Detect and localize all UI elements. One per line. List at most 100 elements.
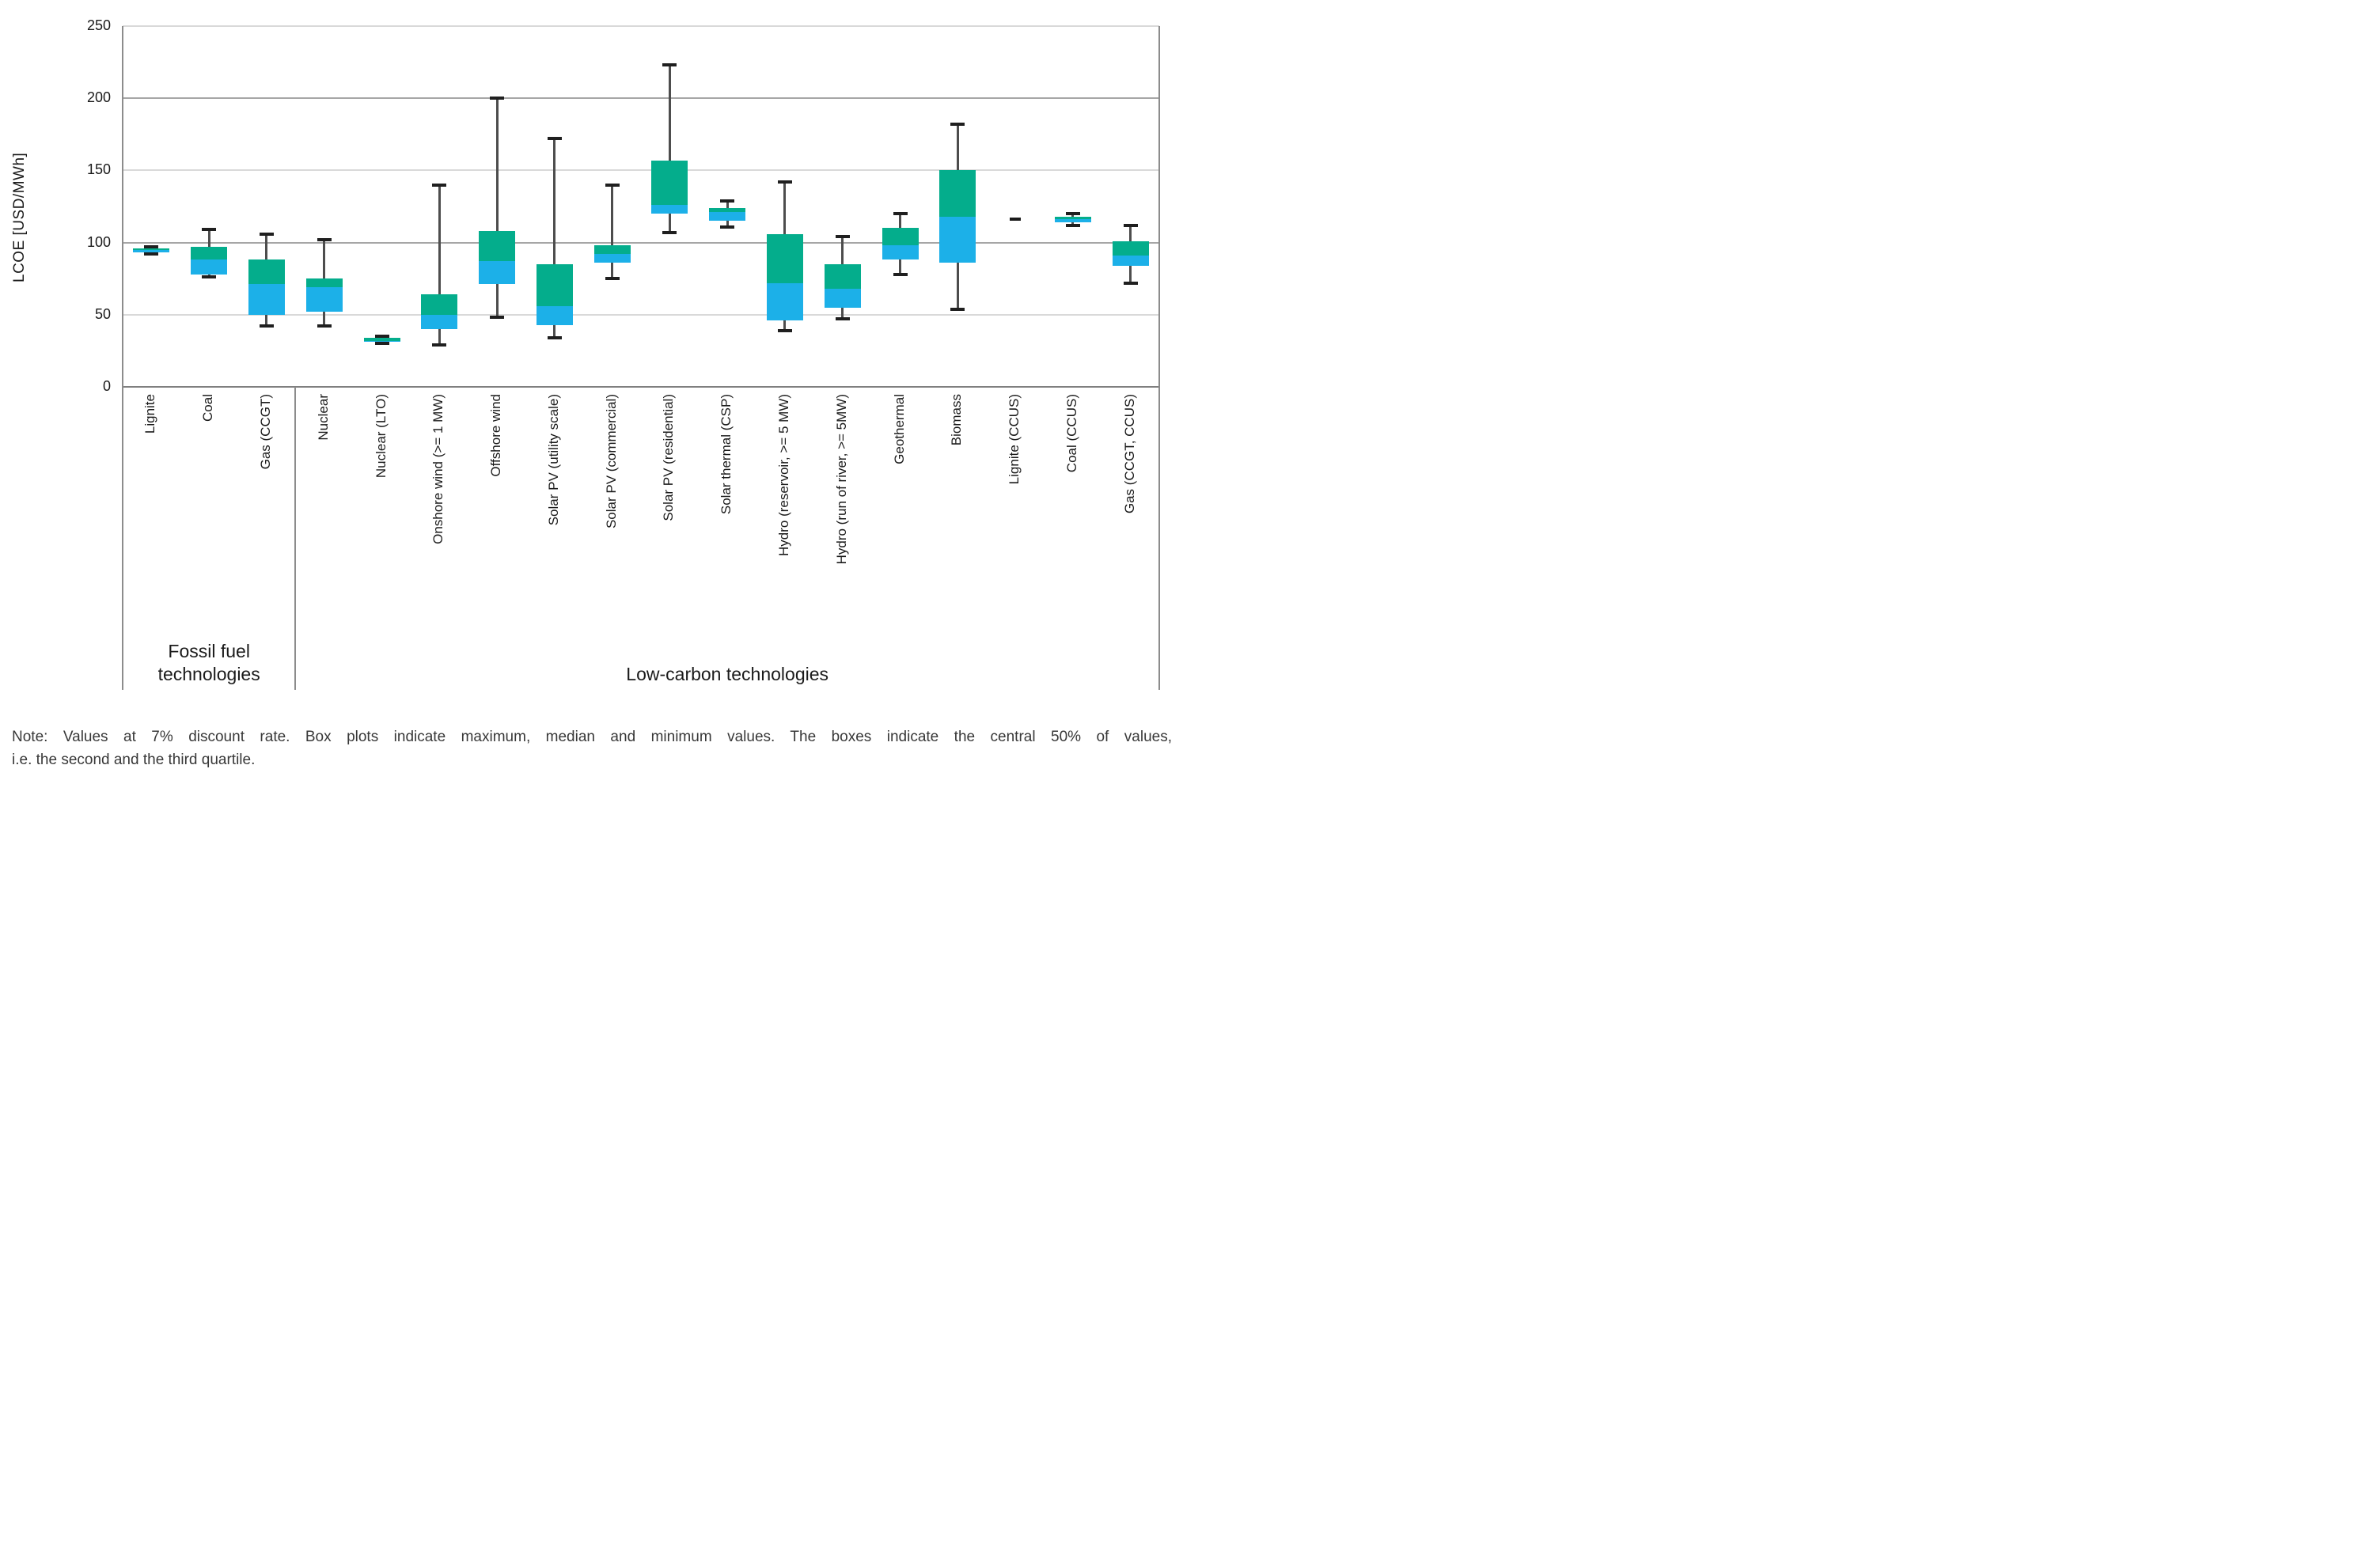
box-q3-to-median [479, 231, 516, 262]
whisker [495, 98, 499, 318]
box-median-to-q1 [363, 340, 400, 343]
gridline [123, 169, 1159, 172]
gridline [123, 25, 1159, 27]
group-divider [294, 387, 297, 690]
whisker-cap-min [490, 316, 505, 320]
plot-area: 0 50 100 150 200 250 Lignite Coal Gas (CCGT) Nucl… [0, 0, 1183, 784]
whisker-cap-min [202, 275, 217, 279]
whisker [553, 138, 556, 338]
box-q3-to-median [421, 294, 458, 315]
y-tick-label: 0 [102, 378, 111, 394]
box-median-to-q1 [766, 282, 803, 321]
box-median-to-q1 [248, 284, 285, 315]
box-q3-to-median [939, 170, 976, 217]
category-label: Gas (CCGT) [257, 394, 273, 470]
whisker-cap-max [777, 180, 792, 184]
group-label-line: technologies [157, 664, 260, 684]
group-label: Fossil fuel technologies [123, 617, 295, 686]
category-label: Solar PV (commercial) [603, 394, 619, 529]
plot-left-border [122, 26, 123, 387]
gridline [123, 97, 1159, 100]
plot-right-border [1158, 26, 1160, 387]
y-tick-label: 150 [86, 161, 111, 178]
note-line-1: Note: Values at 7% discount rate. Box pl… [12, 729, 1172, 745]
box-median-to-q1 [651, 205, 688, 214]
whisker-cap-min [1123, 281, 1138, 285]
whisker-cap-max [893, 212, 908, 216]
y-tick-label: 200 [86, 89, 111, 106]
category-label: Hydro (reservoir, >= 5 MW) [775, 394, 791, 556]
box-q3-to-median [1112, 241, 1149, 256]
box-q3-to-median [133, 248, 170, 250]
whisker-cap-min [662, 230, 677, 234]
whisker-cap-max [317, 237, 332, 241]
whisker-cap-min [950, 307, 965, 311]
box-median-to-q1 [1054, 219, 1091, 223]
box-q3-to-median [191, 247, 228, 260]
box-median-to-q1 [593, 254, 631, 263]
whisker-cap-max [720, 199, 735, 203]
category-label: Nuclear [315, 394, 331, 441]
box-median-to-q1 [305, 287, 343, 312]
box-q3-to-median [882, 228, 919, 246]
box-median-to-q1 [421, 314, 458, 330]
box-median-to-q1 [133, 249, 170, 253]
group-divider [1158, 387, 1160, 690]
note-line-2: i.e. the second and the third quartile. [12, 751, 256, 768]
box-q3-to-median [651, 160, 688, 206]
y-tick-label: 250 [86, 17, 111, 33]
note-text: Note: Values at 7% discount rate. Box pl… [12, 726, 1172, 771]
single-value-dash [1010, 218, 1022, 222]
box-q3-to-median [305, 278, 343, 288]
whisker-cap-min [835, 317, 850, 321]
box-median-to-q1 [479, 261, 516, 285]
whisker-cap-min [547, 335, 562, 339]
x-axis-line [123, 386, 1159, 388]
whisker-cap-max [605, 183, 620, 187]
box-q3-to-median [766, 233, 803, 283]
whisker-cap-max [950, 123, 965, 127]
group-label-line: Low-carbon technologies [626, 664, 829, 684]
group-divider [122, 387, 123, 690]
whisker-cap-min [720, 225, 735, 229]
box-q3-to-median [1054, 216, 1091, 220]
category-label: Solar thermal (CSP) [719, 394, 734, 515]
whisker-cap-max [144, 245, 159, 249]
whisker-cap-min [432, 343, 447, 347]
category-label: Nuclear (LTO) [373, 394, 389, 479]
whisker-cap-max [374, 335, 389, 339]
gridline [123, 241, 1159, 244]
category-label: Lignite (CCUS) [1007, 394, 1022, 485]
box-median-to-q1 [536, 305, 573, 325]
whisker-cap-max [259, 232, 274, 236]
category-label: Coal [200, 394, 216, 422]
box-q3-to-median [536, 263, 573, 306]
box-q3-to-median [824, 263, 861, 289]
box-median-to-q1 [191, 259, 228, 275]
whisker-cap-max [202, 228, 217, 232]
box-q3-to-median [363, 337, 400, 341]
category-label: Solar PV (residential) [661, 394, 677, 521]
whisker-cap-min [259, 324, 274, 328]
group-label: Low-carbon technologies [295, 617, 1159, 686]
whisker-cap-max [1123, 223, 1138, 227]
whisker-cap-min [317, 324, 332, 328]
box-median-to-q1 [882, 245, 919, 260]
category-label: Biomass [949, 394, 965, 446]
whisker-cap-min [144, 252, 159, 256]
whisker-cap-max [835, 235, 850, 239]
category-label: Solar PV (utility scale) [545, 394, 561, 526]
box-median-to-q1 [824, 288, 861, 308]
gridline [123, 313, 1159, 316]
category-label: Hydro (run of river, >= 5MW) [833, 394, 849, 565]
category-label: Geothermal [891, 394, 907, 464]
box-q3-to-median [593, 245, 631, 255]
whisker-cap-max [547, 137, 562, 141]
y-tick-label: 100 [86, 233, 111, 250]
whisker [668, 65, 671, 233]
box-median-to-q1 [939, 216, 976, 263]
category-label: Lignite [142, 394, 158, 434]
category-label: Offshore wind [488, 394, 504, 477]
lcoe-boxplot-chart: LCOE [USD/MWh] 0 50 100 150 200 250 Lignite Coa… [0, 0, 1183, 784]
whisker-cap-min [893, 272, 908, 276]
